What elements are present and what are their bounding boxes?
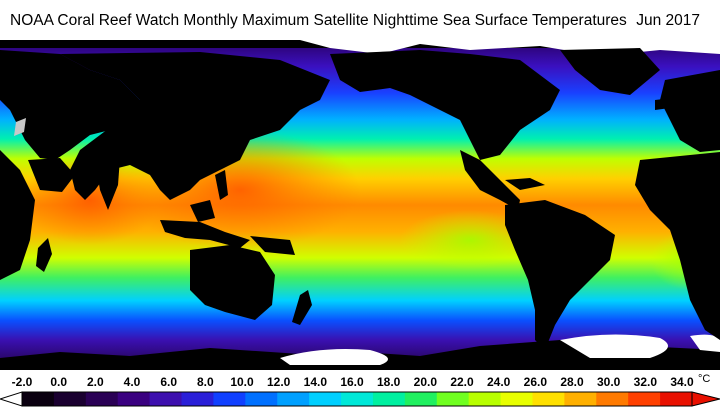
east-africa (0, 150, 35, 280)
colorbar-tick-label: 4.0 (123, 375, 141, 389)
colorbar-tick-label: 10.0 (230, 375, 254, 389)
colorbar-tick-label: 34.0 (670, 375, 694, 389)
colorbar-swatch (341, 392, 374, 406)
iceland (655, 98, 672, 110)
colorbar-swatch (85, 392, 119, 406)
colorbar-tick-label: 26.0 (523, 375, 548, 389)
colorbar-swatch (149, 392, 183, 406)
colorbar (0, 391, 720, 407)
colorbar-tick-label: 8.0 (196, 375, 214, 389)
antarctic-sea-ice (280, 334, 720, 365)
colorbar-swatch (53, 392, 87, 406)
caspian-lake (14, 118, 26, 136)
asia (60, 52, 330, 200)
colorbar-tick-labels: -2.0 0.0 2.0 4.0 6.0 8.0 10.0 12.0 14.0 16.0 18.0 2… (0, 375, 720, 391)
colorbar-swatch (309, 392, 342, 406)
colorbar-tick-label: 30.0 (596, 375, 621, 389)
colorbar-swatch (628, 392, 661, 406)
colorbar-swatch (436, 392, 470, 406)
colorbar-swatch (404, 392, 438, 406)
colorbar-swatch (660, 392, 693, 406)
colorbar-tick-label: 2.0 (86, 375, 104, 389)
alaska-canada (330, 50, 560, 160)
colorbar-unit: °C (698, 373, 711, 385)
colorbar-tick-label: 6.0 (160, 375, 177, 389)
south-america (505, 200, 615, 350)
sst-world-map (0, 40, 720, 370)
colorbar-tick-label: 0.0 (50, 375, 67, 389)
colorbar-swatch (564, 392, 597, 406)
central-america (460, 150, 520, 210)
arctic-sea-ice (0, 40, 720, 56)
europe-east-edge (660, 70, 720, 152)
colorbar-swatch (245, 392, 278, 406)
colorbar-tick-label: 32.0 (633, 375, 658, 389)
colorbar-tick-label: 18.0 (376, 375, 401, 389)
africa-west-bulge (635, 152, 720, 340)
colorbar-tick-label: 28.0 (560, 375, 584, 389)
colorbar-swatch (532, 392, 565, 406)
colorbar-tick-label: 24.0 (486, 375, 511, 389)
colorbar-swatch (596, 392, 629, 406)
map-title-bar: NOAA Coral Reef Watch Monthly Maximum Sa… (6, 12, 714, 32)
colorbar-border (21, 391, 693, 407)
madagascar (36, 238, 52, 272)
colorbar-tick-label: 14.0 (303, 375, 328, 389)
map-title: NOAA Coral Reef Watch Monthly Maximum Sa… (10, 12, 627, 29)
japan (232, 100, 252, 140)
colorbar-swatch (22, 392, 55, 406)
colorbar-min-arrow (0, 391, 23, 407)
colorbar-swatch (500, 392, 533, 406)
colorbar-tick-label: 20.0 (413, 375, 438, 389)
greenland (560, 48, 660, 95)
colorbar-tick-label: 12.0 (266, 375, 291, 389)
colorbar-max-arrow (691, 391, 720, 407)
colorbar-tick-label: 16.0 (340, 375, 364, 389)
new-zealand (292, 290, 312, 325)
colorbar-swatch (277, 392, 310, 406)
colorbar-swatch (213, 392, 246, 406)
colorbar-tick-label: 22.0 (450, 375, 474, 389)
indonesia (160, 220, 250, 248)
colorbar-swatch (372, 392, 406, 406)
india (95, 158, 120, 210)
caribbean-islands (505, 178, 545, 190)
new-guinea (250, 236, 295, 255)
australia (190, 245, 275, 320)
colorbar-swatch (117, 392, 151, 406)
colorbar-swatch (468, 392, 502, 406)
philippines (215, 170, 228, 200)
borneo (190, 200, 215, 222)
arabia (28, 158, 75, 192)
colorbar-swatch (181, 392, 214, 406)
map-date: Jun 2017 (636, 12, 700, 29)
colorbar-tick-label: -2.0 (11, 375, 33, 389)
